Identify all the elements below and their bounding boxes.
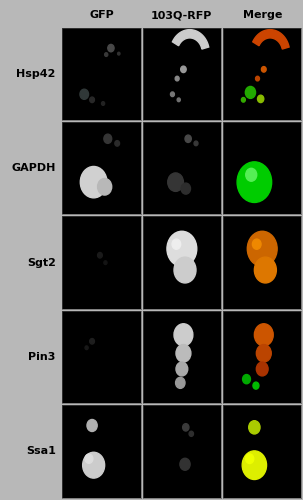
Circle shape bbox=[245, 86, 255, 99]
Text: Pin3: Pin3 bbox=[28, 352, 56, 362]
Circle shape bbox=[256, 344, 271, 362]
Circle shape bbox=[85, 346, 88, 350]
Circle shape bbox=[249, 420, 260, 434]
Circle shape bbox=[261, 66, 266, 72]
Circle shape bbox=[90, 97, 95, 102]
Circle shape bbox=[181, 183, 191, 194]
Circle shape bbox=[168, 173, 183, 192]
Circle shape bbox=[241, 98, 245, 102]
Circle shape bbox=[90, 338, 95, 344]
Circle shape bbox=[115, 140, 120, 146]
Circle shape bbox=[118, 52, 120, 55]
Circle shape bbox=[185, 135, 191, 142]
Circle shape bbox=[194, 141, 198, 146]
Circle shape bbox=[171, 92, 175, 96]
Circle shape bbox=[245, 454, 254, 464]
Circle shape bbox=[98, 252, 102, 258]
Circle shape bbox=[176, 344, 191, 362]
Circle shape bbox=[102, 102, 105, 105]
Polygon shape bbox=[253, 30, 289, 49]
Circle shape bbox=[177, 98, 180, 102]
Circle shape bbox=[252, 239, 261, 250]
Circle shape bbox=[189, 431, 194, 436]
Circle shape bbox=[180, 458, 190, 470]
Circle shape bbox=[83, 452, 105, 478]
Circle shape bbox=[167, 232, 197, 266]
Text: Sgt2: Sgt2 bbox=[27, 258, 56, 268]
Circle shape bbox=[174, 257, 196, 283]
Circle shape bbox=[174, 324, 193, 346]
Polygon shape bbox=[172, 30, 209, 49]
Circle shape bbox=[255, 257, 276, 283]
Circle shape bbox=[104, 261, 107, 264]
Circle shape bbox=[98, 178, 112, 195]
Circle shape bbox=[242, 451, 267, 480]
Circle shape bbox=[255, 76, 259, 81]
Text: GFP: GFP bbox=[89, 10, 114, 20]
Circle shape bbox=[247, 232, 277, 266]
Text: Ssa1: Ssa1 bbox=[26, 446, 56, 456]
Circle shape bbox=[87, 420, 97, 432]
Circle shape bbox=[175, 76, 179, 81]
Circle shape bbox=[246, 168, 257, 181]
Circle shape bbox=[255, 324, 273, 346]
Circle shape bbox=[181, 66, 186, 72]
Circle shape bbox=[253, 382, 259, 389]
Text: GAPDH: GAPDH bbox=[11, 164, 56, 173]
Circle shape bbox=[258, 95, 264, 102]
Text: Hsp42: Hsp42 bbox=[16, 69, 56, 79]
Circle shape bbox=[256, 362, 268, 376]
Circle shape bbox=[243, 374, 251, 384]
Circle shape bbox=[80, 166, 107, 198]
Circle shape bbox=[105, 52, 108, 56]
Circle shape bbox=[80, 89, 88, 100]
Circle shape bbox=[85, 454, 93, 464]
Circle shape bbox=[237, 162, 272, 202]
Circle shape bbox=[175, 378, 185, 388]
Circle shape bbox=[172, 239, 181, 250]
Circle shape bbox=[176, 362, 188, 376]
Text: 103Q-RFP: 103Q-RFP bbox=[151, 10, 212, 20]
Circle shape bbox=[108, 44, 114, 52]
Circle shape bbox=[104, 134, 112, 143]
Text: Merge: Merge bbox=[242, 10, 282, 20]
Circle shape bbox=[183, 424, 189, 431]
